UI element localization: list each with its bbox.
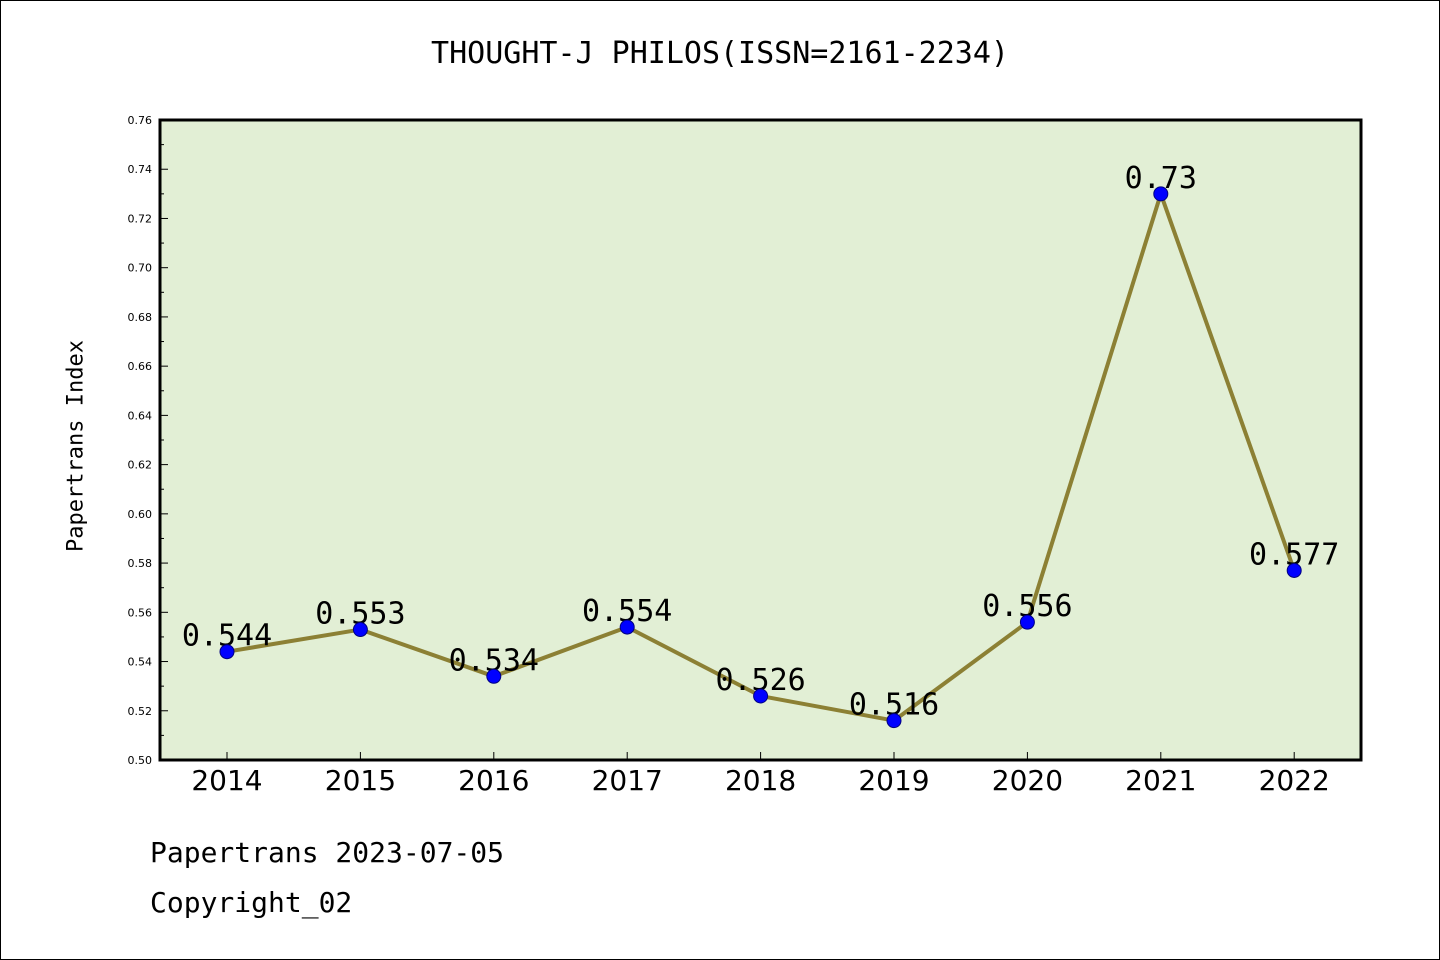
x-tick-label: 2018 <box>725 764 796 797</box>
data-point <box>1019 614 1035 630</box>
y-tick-label: 0.70 <box>128 262 153 275</box>
y-tick-label: 0.62 <box>128 459 153 472</box>
data-point <box>219 644 235 660</box>
plot-border <box>158 118 1363 762</box>
plot-area <box>160 120 1361 760</box>
y-tick-label: 0.50 <box>128 754 153 767</box>
y-tick-label: 0.76 <box>128 114 153 127</box>
y-tick-label: 0.64 <box>128 409 153 422</box>
y-tick-label: 0.66 <box>128 360 153 373</box>
y-tick-label: 0.74 <box>128 163 153 176</box>
footer-copyright: Copyright_02 <box>150 886 353 919</box>
x-tick-label: 2014 <box>191 764 262 797</box>
data-point <box>753 688 769 704</box>
data-point <box>352 622 368 638</box>
y-tick-label: 0.56 <box>128 606 153 619</box>
footer-date: Papertrans 2023-07-05 <box>150 836 505 869</box>
data-point <box>1153 186 1169 202</box>
chart-title: THOUGHT-J PHILOS(ISSN=2161-2234) <box>431 36 1009 71</box>
x-tick-label: 2019 <box>858 764 929 797</box>
y-tick-label: 0.72 <box>128 212 153 225</box>
data-point <box>619 619 635 635</box>
data-point <box>1286 562 1302 578</box>
x-tick-label: 2022 <box>1259 764 1330 797</box>
x-tick-label: 2017 <box>592 764 663 797</box>
data-point <box>486 668 502 684</box>
y-tick-label: 0.60 <box>128 508 153 521</box>
x-tick-label: 2016 <box>458 764 529 797</box>
x-tick-label: 2020 <box>992 764 1063 797</box>
x-tick-label: 2021 <box>1125 764 1196 797</box>
data-point <box>886 713 902 729</box>
y-tick-label: 0.54 <box>128 656 153 669</box>
x-tick-label: 2015 <box>325 764 396 797</box>
y-tick-label: 0.68 <box>128 311 153 324</box>
y-tick-label: 0.58 <box>128 557 153 570</box>
y-tick-label: 0.52 <box>128 705 153 718</box>
